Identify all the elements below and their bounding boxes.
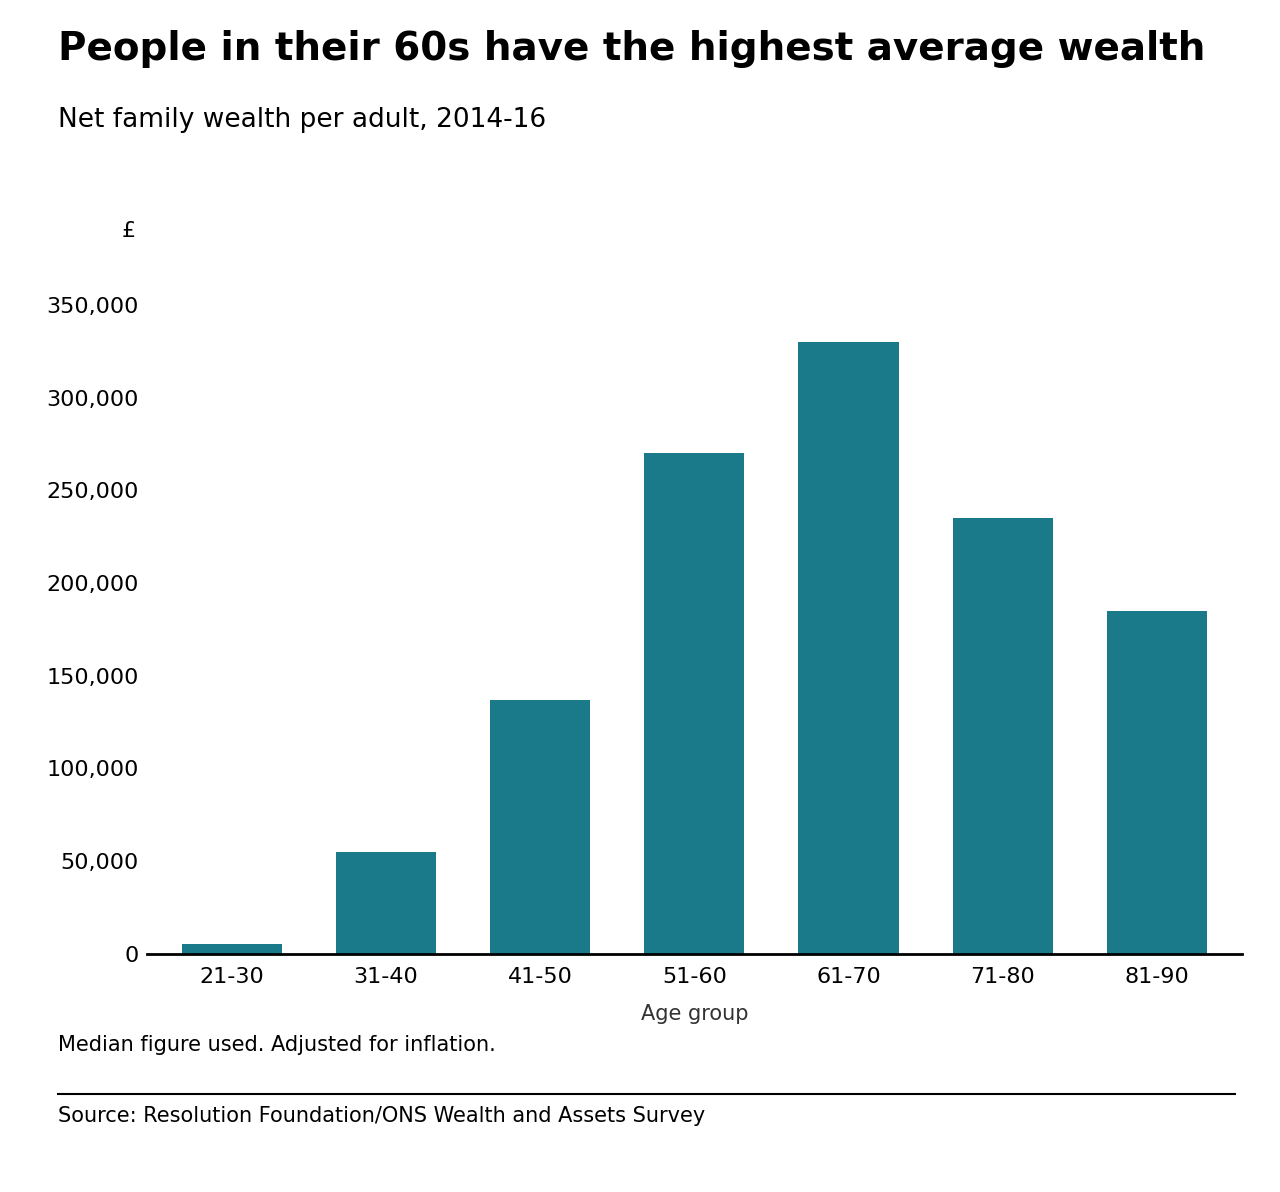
Bar	[337, 852, 436, 954]
Text: Net family wealth per adult, 2014-16: Net family wealth per adult, 2014-16	[58, 107, 545, 134]
Text: Source: Resolution Foundation/ONS Wealth and Assets Survey: Source: Resolution Foundation/ONS Wealth…	[58, 1106, 705, 1126]
Text: £: £	[122, 221, 136, 241]
Text: BBC: BBC	[1151, 1130, 1202, 1149]
Bar	[490, 700, 590, 954]
Bar	[799, 342, 899, 954]
Bar	[182, 944, 282, 954]
Text: People in their 60s have the highest average wealth: People in their 60s have the highest ave…	[58, 30, 1204, 68]
Bar	[1107, 611, 1207, 954]
X-axis label: Age group: Age group	[641, 1004, 748, 1024]
Text: Median figure used. Adjusted for inflation.: Median figure used. Adjusted for inflati…	[58, 1035, 495, 1055]
Bar	[644, 453, 745, 954]
Bar	[952, 519, 1052, 954]
